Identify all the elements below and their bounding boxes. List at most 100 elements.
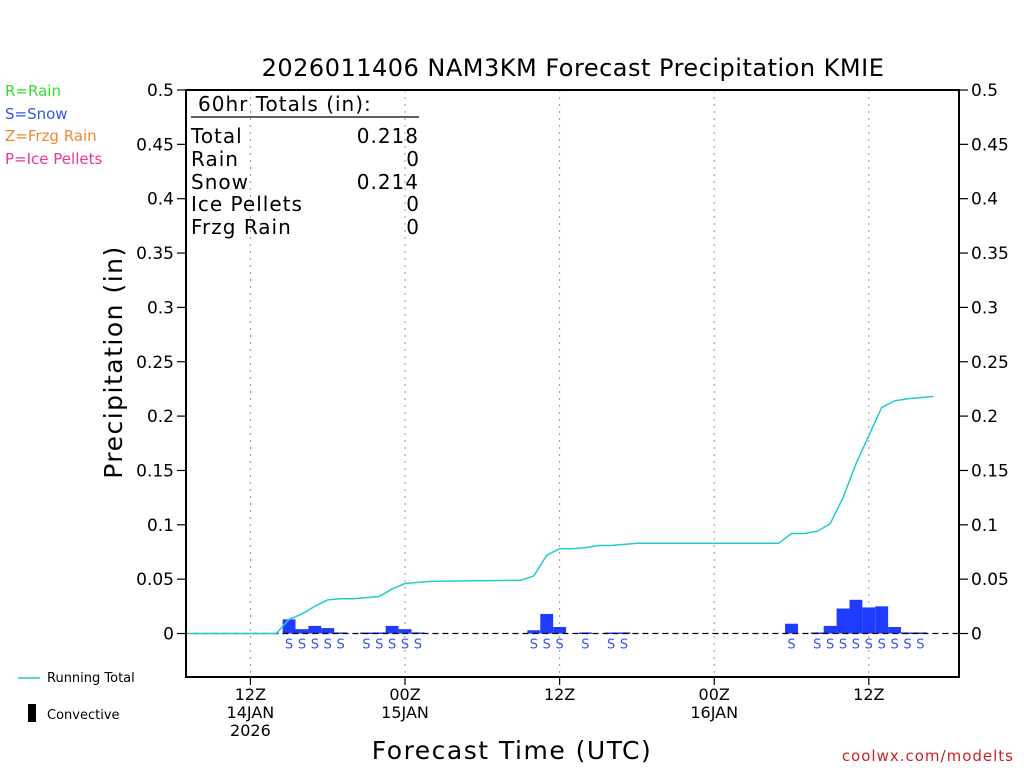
ptype-marker-10: S: [530, 638, 538, 653]
y-tick-label-left-8: 0.4: [147, 190, 174, 210]
ptype-marker-13: S: [581, 638, 589, 653]
totals-label-snow: Snow: [191, 170, 249, 194]
totals-label-ice-pellets: Ice Pellets: [191, 192, 303, 216]
ptype-legend-snow: S=Snow: [5, 105, 68, 123]
ptype-marker-5: S: [362, 638, 370, 653]
totals-value-total: 0.218: [357, 124, 419, 148]
ptype-legend-frzg-rain: Z=Frzg Rain: [5, 127, 97, 145]
ptype-marker-20: S: [852, 638, 860, 653]
x-tick-label-3-line2: 16JAN: [690, 703, 738, 722]
precip-bar-3: [321, 628, 335, 634]
ptype-marker-4: S: [336, 638, 344, 653]
totals-label-total: Total: [190, 124, 243, 148]
precip-bar-25: [913, 632, 927, 634]
ptype-marker-8: S: [401, 638, 409, 653]
legend-running-total-label: Running Total: [47, 671, 135, 686]
ptype-marker-17: S: [813, 638, 821, 653]
y-tick-label-left-6: 0.3: [147, 298, 174, 318]
series-legend: Running Total Convective: [18, 671, 135, 723]
x-tick-label-0-line1: 12Z: [235, 685, 266, 704]
ptype-marker-9: S: [414, 638, 422, 653]
precip-bar-0: [282, 619, 296, 634]
ptype-marker-0: S: [285, 638, 293, 653]
totals-label-rain: Rain: [191, 147, 239, 171]
ptype-marker-21: S: [865, 638, 873, 653]
y-tick-label-left-5: 0.25: [136, 353, 174, 373]
precip-bar-20: [849, 599, 863, 634]
y-tick-label-right-3: 0.15: [971, 461, 1009, 481]
plot-frame: [185, 89, 960, 678]
ptype-marker-14: S: [607, 638, 615, 653]
chart-title: 2026011406 NAM3KM Forecast Precipitation…: [262, 54, 885, 82]
precip-bar-14: [604, 632, 618, 635]
y-tick-label-left-10: 0.5: [147, 81, 174, 101]
precip-bar-10: [527, 630, 541, 634]
precip-bar-12: [553, 626, 567, 634]
y-tick-label-left-0: 0: [163, 625, 174, 645]
ptype-marker-3: S: [324, 638, 332, 653]
totals-value-frzg-rain: 0: [406, 215, 419, 239]
y-tick-label-left-7: 0.35: [136, 244, 174, 264]
y-tick-label-right-4: 0.2: [971, 407, 998, 427]
y-tick-label-left-4: 0.2: [147, 407, 174, 427]
ptype-marker-24: S: [903, 638, 911, 653]
ptype-marker-22: S: [878, 638, 886, 653]
y-tick-label-left-9: 0.45: [136, 135, 174, 155]
y-tick-label-left-2: 0.1: [147, 516, 174, 536]
x-tick-label-0-line2: 14JAN: [227, 703, 275, 722]
precip-bar-2: [308, 625, 322, 634]
totals-value-snow: 0.214: [357, 170, 419, 194]
x-tick-label-1-line2: 15JAN: [381, 703, 429, 722]
footer-credit: coolwx.com/modelts: [842, 747, 1014, 765]
precip-bar-4: [334, 632, 348, 634]
totals-value-ice-pellets: 0: [406, 192, 419, 216]
precip-bar-8: [398, 629, 412, 634]
precip-bar-1: [295, 629, 309, 634]
y-tick-label-right-2: 0.1: [971, 516, 998, 536]
y-axis-right: 0 0.05 0.1 0.15 0.2 0.25 0.3 0.35 0.4 0.45 0.5: [959, 81, 1009, 645]
precip-bar-16: [785, 623, 798, 634]
precip-bar-23: [888, 626, 902, 634]
x-tick-label-3-line1: 00Z: [699, 685, 730, 704]
ptype-marker-6: S: [375, 638, 383, 653]
ptype-marker-7: S: [388, 638, 396, 653]
ptype-marker-11: S: [543, 638, 551, 653]
ptype-marker-2: S: [311, 638, 319, 653]
y-axis-label: Precipitation (in): [99, 245, 128, 479]
ptype-marker-12: S: [555, 638, 563, 653]
ptype-legend-ice-pellets: P=Ice Pellets: [5, 150, 102, 168]
x-tick-label-4-line1: 12Z: [853, 685, 884, 704]
x-axis-label: Forecast Time (UTC): [372, 736, 652, 765]
y-tick-label-right-9: 0.45: [971, 135, 1009, 155]
y-tick-label-right-7: 0.35: [971, 244, 1009, 264]
precip-bar-7: [385, 625, 399, 634]
x-tick-label-2-line1: 12Z: [544, 685, 575, 704]
y-tick-label-left-3: 0.15: [136, 461, 174, 481]
precip-bar-19: [836, 608, 850, 634]
x-tick-label-1-line1: 00Z: [389, 685, 420, 704]
x-tick-label-0-line3: 2026: [230, 721, 271, 740]
ptype-marker-25: S: [916, 638, 924, 653]
y-tick-label-right-5: 0.25: [971, 353, 1009, 373]
y-tick-label-right-8: 0.4: [971, 190, 998, 210]
running-total-line: [186, 395, 934, 635]
y-tick-label-right-10: 0.5: [971, 81, 998, 101]
legend-convective-swatch: [28, 704, 36, 722]
totals-box: 60hr Totals (in): Total 0.218 Rain 0 Sno…: [190, 92, 419, 239]
ptype-marker-1: S: [298, 638, 306, 653]
totals-value-rain: 0: [406, 147, 419, 171]
ptype-marker-16: S: [787, 638, 795, 653]
totals-header: 60hr Totals (in):: [198, 92, 372, 116]
y-tick-label-right-1: 0.05: [971, 570, 1009, 590]
precip-bar-11: [540, 613, 554, 634]
ptype-marker-15: S: [620, 638, 628, 653]
ptype-legend-rain: R=Rain: [5, 82, 61, 100]
precip-bar-6: [372, 632, 386, 634]
ptype-legend: R=Rain S=Snow Z=Frzg Rain P=Ice Pellets: [5, 82, 102, 168]
y-tick-label-right-0: 0: [971, 625, 982, 645]
ptype-marker-18: S: [826, 638, 834, 653]
